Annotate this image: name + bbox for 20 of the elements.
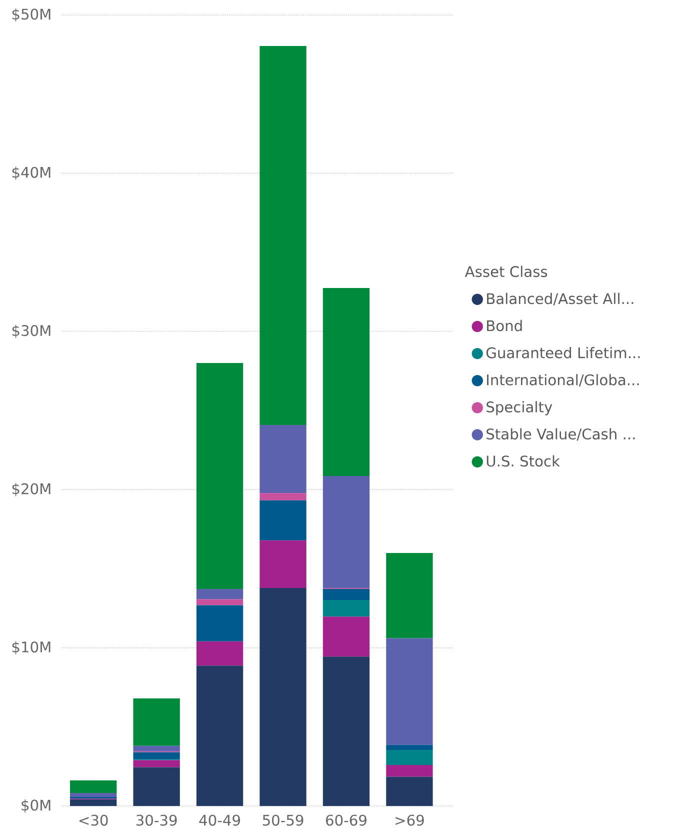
x-tick-label: 40-49 (199, 814, 240, 826)
legend-label: Stable Value/Cash ... (486, 428, 635, 441)
legend-label: Specialty (486, 401, 552, 416)
x-tick-label: >69 (396, 814, 424, 826)
legend-label: International/Globa... (487, 374, 639, 387)
legend-title: Asset Class (464, 266, 548, 278)
x-tick-label: 60-69 (326, 814, 366, 826)
x-tick-label: 30-39 (136, 814, 177, 826)
y-tick-label: $10M (12, 641, 50, 654)
legend-label: Balanced/Asset All... (487, 292, 634, 306)
y-tick-label: $0M (22, 799, 50, 813)
y-tick-label: $30M (12, 324, 50, 338)
x-tick-label: <30 (79, 814, 108, 826)
legend-label: U.S. Stock (486, 455, 560, 467)
legend-label: Bond (487, 320, 522, 332)
y-tick-label: $50M (12, 8, 50, 22)
y-tick-label: $40M (12, 166, 50, 180)
x-tick-label: 50-59 (262, 814, 304, 826)
y-tick-label: $20M (12, 482, 50, 496)
legend-label: Guaranteed Lifetim... (486, 347, 640, 358)
